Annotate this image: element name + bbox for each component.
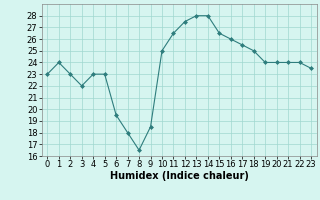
X-axis label: Humidex (Indice chaleur): Humidex (Indice chaleur) [110, 171, 249, 181]
